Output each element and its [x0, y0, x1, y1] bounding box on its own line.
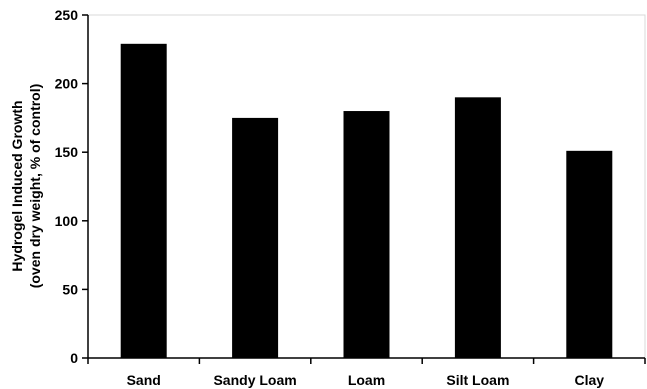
bar-sand	[120, 43, 167, 358]
y-tick-label-100: 100	[55, 213, 79, 229]
x-tick-label-sand: Sand	[127, 372, 161, 388]
x-ticks-group	[87, 358, 646, 364]
bar-loam	[343, 111, 390, 358]
x-tick-label-silt-loam: Silt Loam	[446, 372, 509, 388]
x-tick-label-loam: Loam	[348, 372, 385, 388]
y-tick-label-50: 50	[62, 281, 78, 297]
y-tick-label-150: 150	[55, 144, 79, 160]
x-tick-label-clay: Clay	[575, 372, 605, 388]
bar-sandy-loam	[232, 117, 279, 359]
bars-group	[120, 43, 613, 359]
bar-clay	[566, 150, 613, 358]
y-tick-label-0: 0	[70, 350, 78, 366]
y-axis-title-line1: Hydrogel Induced Growth	[9, 100, 25, 271]
y-ticks-group: 0 50 100 150 200 250	[55, 7, 88, 366]
bar-silt-loam	[454, 97, 501, 358]
y-tick-label-200: 200	[55, 76, 79, 92]
x-tick-label-sandy-loam: Sandy Loam	[213, 372, 296, 388]
y-axis-title-line2: (oven dry weight, % of control)	[27, 84, 43, 289]
y-tick-label-250: 250	[55, 7, 79, 23]
x-labels-group: Sand Sandy Loam Loam Silt Loam Clay	[127, 372, 605, 388]
